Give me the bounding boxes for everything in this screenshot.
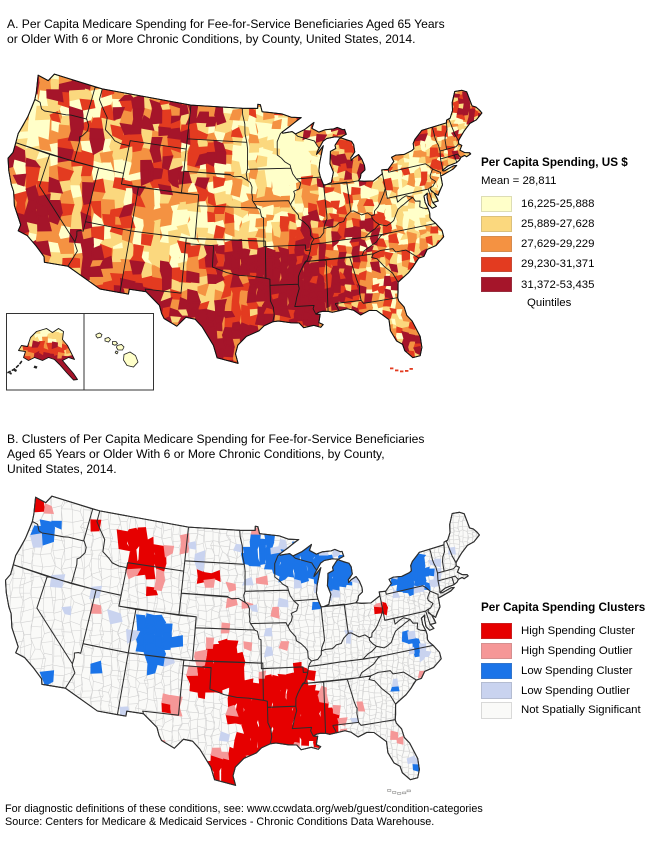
legend-a-rows: 16,225-25,888 25,889-27,628 27,629-29,229 2… <box>481 196 649 293</box>
county-choropleth-cells-a <box>8 74 482 364</box>
panel-b-title: B. Clusters of Per Capita Medicare Spend… <box>7 432 425 476</box>
legend-item: Low Spending Outlier <box>481 682 650 699</box>
legend-swatch <box>481 276 512 293</box>
map-a-per-capita-spending <box>7 73 483 373</box>
legend-b-title: Per Capita Spending Clusters <box>481 601 646 614</box>
legend-swatch <box>481 662 512 679</box>
legend-label: 25,889-27,628 <box>521 217 595 230</box>
legend-item: 29,230-31,371 <box>481 256 649 273</box>
legend-label: 16,225-25,888 <box>521 197 595 210</box>
legend-item: 16,225-25,888 <box>481 196 649 212</box>
alaska-map <box>7 328 78 381</box>
legend-swatch <box>481 642 512 660</box>
panel-a-title: A. Per Capita Medicare Spending for Fee-… <box>7 17 445 46</box>
legend-label: Low Spending Outlier <box>521 684 630 697</box>
florida-keys-b <box>387 789 411 795</box>
legend-b-rows: High Spending Cluster High Spending Outli… <box>481 623 650 719</box>
legend-a-title: Per Capita Spending, US $ <box>481 156 628 169</box>
florida-keys <box>390 367 413 373</box>
legend-swatch <box>481 216 512 232</box>
legend-item: High Spending Outlier <box>481 642 650 660</box>
legend-label: High Spending Outlier <box>521 644 633 657</box>
legend-a-mean: Mean = 28,811 <box>481 175 557 187</box>
footnotes: For diagnostic definitions of these cond… <box>5 803 483 829</box>
legend-swatch <box>481 702 512 719</box>
hawaii-inset-box <box>83 313 154 391</box>
alaska-hawaii-insets <box>6 313 154 391</box>
legend-swatch <box>481 256 512 273</box>
legend-label: 27,629-29,229 <box>521 238 595 251</box>
legend-item: Not Spatially Significant <box>481 702 650 719</box>
map-b-spending-clusters <box>4 495 480 795</box>
legend-swatch <box>481 623 512 640</box>
legend-spending-clusters: Per Capita Spending Clusters High Spendi… <box>481 600 650 722</box>
legend-swatch <box>481 682 512 699</box>
legend-label: Low Spending Cluster <box>521 664 633 677</box>
legend-per-capita-spending: Per Capita Spending, US $ Mean = 28,811 … <box>481 155 649 309</box>
hawaii-islands <box>95 332 139 368</box>
legend-label: High Spending Cluster <box>521 625 635 638</box>
legend-label: Not Spatially Significant <box>521 704 641 717</box>
legend-label: 29,230-31,371 <box>521 258 595 271</box>
legend-swatch <box>481 196 512 212</box>
legend-item: 31,372-53,435 <box>481 276 649 293</box>
legend-item: 27,629-29,229 <box>481 236 649 252</box>
legend-item: High Spending Cluster <box>481 623 650 640</box>
legend-item: 25,889-27,628 <box>481 216 649 232</box>
hawaii-map <box>95 332 139 368</box>
legend-label: 31,372-53,435 <box>521 278 595 291</box>
legend-swatch <box>481 236 512 252</box>
legend-item: Low Spending Cluster <box>481 662 650 679</box>
legend-a-quintiles-note: Quintiles <box>527 297 572 310</box>
